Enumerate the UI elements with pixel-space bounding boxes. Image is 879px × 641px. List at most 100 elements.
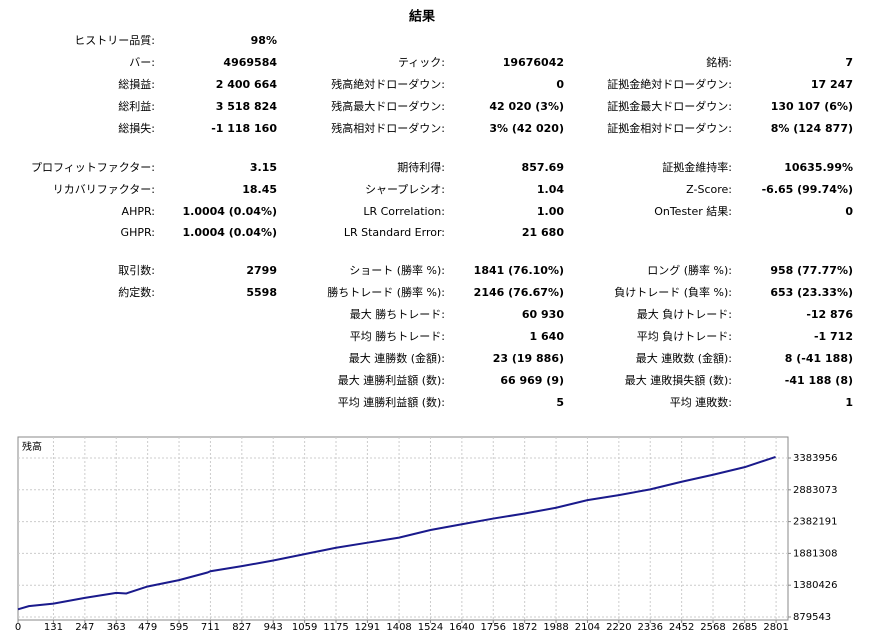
stat-value: 3 518 824 xyxy=(216,100,278,113)
stat-value: -12 876 xyxy=(806,308,853,321)
stat-label: 勝ちトレード (勝率 %): xyxy=(327,285,445,299)
stat-label: シャープレシオ: xyxy=(365,183,445,196)
stat-label: プロフィットファクター: xyxy=(31,161,155,174)
y-tick-label: 1881308 xyxy=(793,548,838,559)
stat-label: LR Standard Error: xyxy=(344,226,445,239)
stat-label: 証拠金絶対ドローダウン: xyxy=(607,77,732,91)
y-tick-label: 1380426 xyxy=(793,580,838,591)
x-tick-label: 2452 xyxy=(669,622,694,633)
stat-value: 1 640 xyxy=(530,330,565,343)
stat-label: 残高最大ドローダウン: xyxy=(331,99,445,113)
stat-value: 8 (-41 188) xyxy=(785,352,853,365)
stat-value: 3.15 xyxy=(250,161,277,174)
stat-value: 4969584 xyxy=(223,56,277,69)
x-tick-label: 1408 xyxy=(386,622,411,633)
stat-label: ヒストリー品質: xyxy=(74,33,155,47)
stat-value: 66 969 (9) xyxy=(500,374,564,387)
stat-value: 1.00 xyxy=(537,205,564,218)
x-tick-label: 1640 xyxy=(449,622,474,633)
x-tick-label: 2568 xyxy=(700,622,725,633)
x-tick-label: 1291 xyxy=(355,622,380,633)
x-tick-label: 131 xyxy=(44,622,63,633)
stat-label: リカバリファクター: xyxy=(53,183,155,196)
stat-value: 0 xyxy=(556,78,564,91)
title: 結果 xyxy=(409,9,435,25)
x-tick-label: 1175 xyxy=(323,622,348,633)
x-tick-label: 2220 xyxy=(606,622,631,633)
stat-value: 857.69 xyxy=(522,161,564,174)
stat-label: ティック: xyxy=(398,56,445,69)
x-tick-label: 363 xyxy=(107,622,126,633)
stat-value: 5598 xyxy=(246,286,277,299)
stat-value: 8% (124 877) xyxy=(771,122,853,135)
stat-label: GHPR: xyxy=(121,226,155,239)
stat-value: 5 xyxy=(556,396,564,409)
chart-title: 残高 xyxy=(22,440,42,453)
stat-value: 98% xyxy=(251,34,277,47)
stat-label: 最大 連勝数 (金額): xyxy=(349,351,445,365)
y-tick-label: 2883073 xyxy=(793,485,838,496)
stat-value: 10635.99% xyxy=(784,161,853,174)
stat-value: 2799 xyxy=(246,264,277,277)
stat-label: Z-Score: xyxy=(686,183,732,196)
stat-value: 1 xyxy=(845,396,853,409)
x-tick-label: 1524 xyxy=(418,622,443,633)
stat-value: -6.65 (99.74%) xyxy=(762,183,853,196)
stat-value: 130 107 (6%) xyxy=(771,100,853,113)
x-tick-label: 247 xyxy=(75,622,94,633)
stat-label: 証拠金維持率: xyxy=(662,160,732,174)
stat-label: 平均 連敗数: xyxy=(670,395,732,409)
x-tick-label: 1059 xyxy=(292,622,317,633)
stat-label: 最大 連勝利益額 (数): xyxy=(338,373,445,387)
stat-value: 21 680 xyxy=(522,226,564,239)
stat-value: 1841 (76.10%) xyxy=(474,264,564,277)
stat-label: 残高相対ドローダウン: xyxy=(331,121,445,135)
stat-label: 平均 勝ちトレード: xyxy=(350,329,445,343)
x-tick-label: 2801 xyxy=(763,622,788,633)
y-tick-label: 2382191 xyxy=(793,517,838,528)
stat-value: -1 118 160 xyxy=(211,122,277,135)
stat-label: ショート (勝率 %): xyxy=(349,263,445,277)
x-tick-label: 2685 xyxy=(732,622,757,633)
x-tick-label: 595 xyxy=(169,622,188,633)
x-tick-label: 2104 xyxy=(575,622,600,633)
x-tick-label: 1872 xyxy=(512,622,537,633)
stat-label: 平均 負けトレード: xyxy=(637,330,732,343)
stat-label: 総利益: xyxy=(118,99,155,113)
stat-label: 銘柄: xyxy=(706,55,732,69)
stat-value: 1.0004 (0.04%) xyxy=(183,226,278,239)
stat-value: 0 xyxy=(845,205,853,218)
stat-label: 最大 連敗損失額 (数): xyxy=(625,373,732,387)
stat-value: -41 188 (8) xyxy=(785,374,853,387)
stat-value: 653 (23.33%) xyxy=(770,286,853,299)
stat-value: 60 930 xyxy=(522,308,564,321)
x-tick-label: 711 xyxy=(201,622,220,633)
stat-value: 3% (42 020) xyxy=(489,122,564,135)
y-tick-label: 3383956 xyxy=(793,453,838,464)
stat-value: 1.04 xyxy=(537,183,564,196)
stat-value: 958 (77.77%) xyxy=(770,264,853,277)
stat-label: 最大 連敗数 (金額): xyxy=(636,351,732,365)
stat-label: 証拠金相対ドローダウン: xyxy=(607,121,732,135)
x-tick-label: 479 xyxy=(138,622,157,633)
stat-value: 19676042 xyxy=(503,56,564,69)
stat-label: 約定数: xyxy=(118,285,155,299)
stat-value: 42 020 (3%) xyxy=(489,100,564,113)
stat-label: LR Correlation: xyxy=(363,205,445,218)
stat-label: 総損益: xyxy=(118,77,155,91)
x-tick-label: 1756 xyxy=(481,622,506,633)
stat-value: -1 712 xyxy=(814,330,853,343)
stat-label: 証拠金最大ドローダウン: xyxy=(607,99,732,113)
balance-line xyxy=(17,456,776,611)
x-tick-label: 2336 xyxy=(638,622,663,633)
stat-label: 総損失: xyxy=(118,121,155,135)
stat-label: 残高絶対ドローダウン: xyxy=(331,77,445,91)
stat-value: 17 247 xyxy=(811,78,853,91)
chart-frame xyxy=(17,436,789,621)
stat-label: 負けトレード (負率 %): xyxy=(614,285,732,299)
stat-label: ロング (勝率 %): xyxy=(647,263,732,277)
stat-label: 平均 連勝利益額 (数): xyxy=(338,395,445,409)
stat-value: 18.45 xyxy=(242,183,277,196)
